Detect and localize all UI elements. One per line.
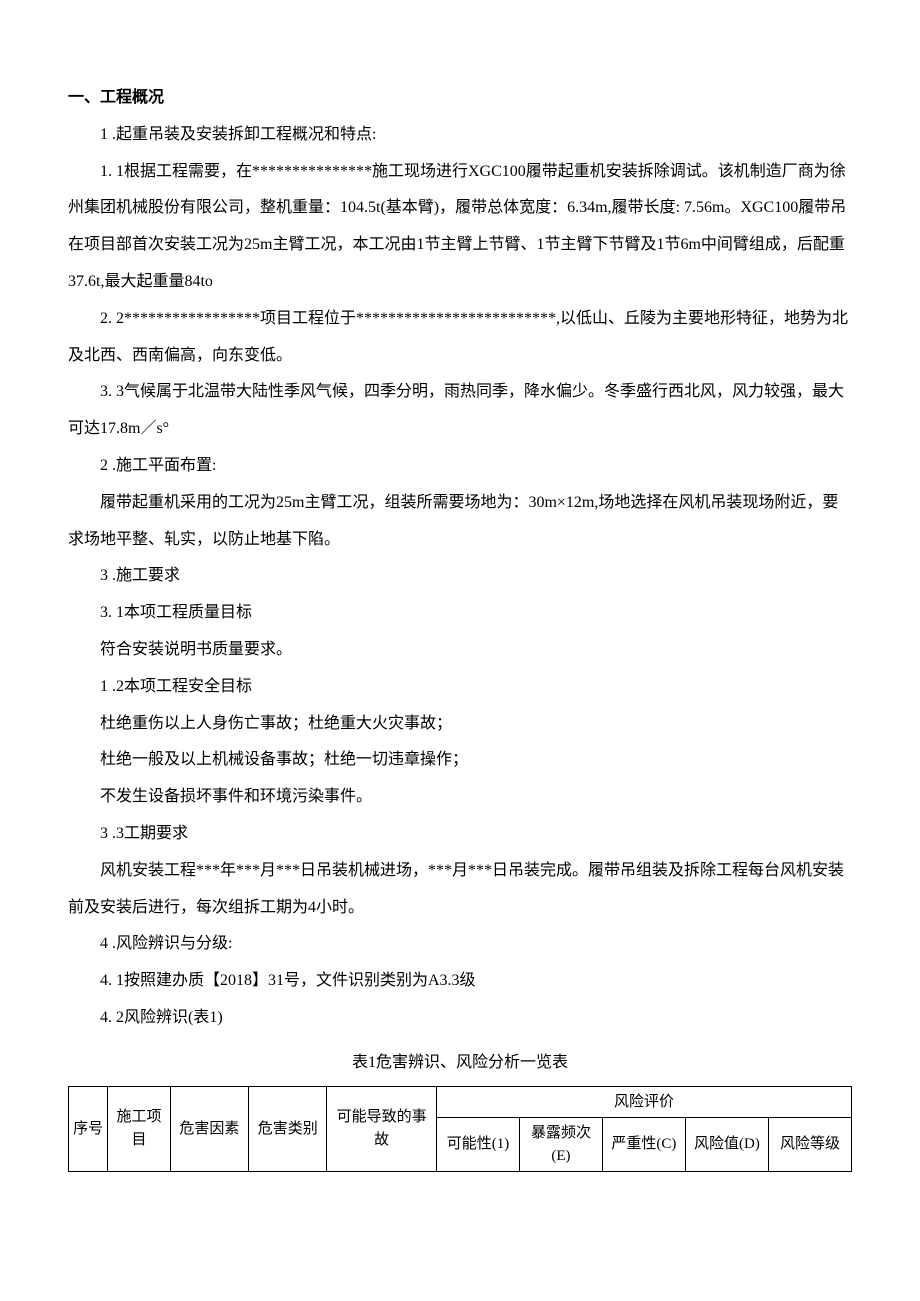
para-1: 1 .起重吊装及安装拆卸工程概况和特点: [68, 117, 852, 154]
para-3: 2. 2*****************项目工程位于*************… [68, 301, 852, 375]
para-6: 履带起重机采用的工况为25m主臂工况，组装所需要场地为：30m×12m,场地选择… [68, 485, 852, 559]
th-level: 风险等级 [768, 1118, 851, 1172]
para-4: 3. 3气候属于北温带大陆性季风气候，四季分明，雨热同季，降水偏少。冬季盛行西北… [68, 374, 852, 448]
table-caption: 表1危害辨识、风险分析一览表 [68, 1045, 852, 1082]
th-accident: 可能导致的事故 [327, 1086, 437, 1172]
th-proj: 施工项目 [108, 1086, 171, 1172]
para-12: 杜绝一般及以上机械设备事故；杜绝一切违章操作； [68, 742, 852, 779]
document-page: 一、工程概况 1 .起重吊装及安装拆卸工程概况和特点: 1. 1根据工程需要，在… [0, 0, 920, 1212]
th-c: 严重性(C) [602, 1118, 685, 1172]
para-16: 4 .风险辨识与分级: [68, 926, 852, 963]
th-risk: 风险评价 [436, 1086, 851, 1118]
para-2: 1. 1根据工程需要，在***************施工现场进行XGC100履… [68, 154, 852, 301]
risk-table: 序号 施工项目 危害因素 危害类别 可能导致的事故 风险评价 可能性(1) 暴露… [68, 1086, 852, 1173]
para-9: 符合安装说明书质量要求。 [68, 632, 852, 669]
para-13: 不发生设备损坏事件和环境污染事件。 [68, 779, 852, 816]
th-seq: 序号 [69, 1086, 108, 1172]
para-15: 风机安装工程***年***月***日吊装机械进场，***月***日吊装完成。履带… [68, 853, 852, 927]
para-8: 3. 1本项工程质量目标 [68, 595, 852, 632]
th-d: 风险值(D) [685, 1118, 768, 1172]
section-heading-1: 一、工程概况 [68, 80, 852, 117]
para-17: 4. 1按照建办质【2018】31号，文件识别类别为A3.3级 [68, 963, 852, 1000]
para-11: 杜绝重伤以上人身伤亡事故；杜绝重大火灾事故； [68, 706, 852, 743]
th-factor: 危害因素 [170, 1086, 248, 1172]
para-10: 1 .2本项工程安全目标 [68, 669, 852, 706]
th-cat: 危害类别 [249, 1086, 327, 1172]
para-18: 4. 2风险辨识(表1) [68, 1000, 852, 1037]
table-header-row-1: 序号 施工项目 危害因素 危害类别 可能导致的事故 风险评价 [69, 1086, 852, 1118]
para-7: 3 .施工要求 [68, 558, 852, 595]
para-14: 3 .3工期要求 [68, 816, 852, 853]
th-l: 可能性(1) [436, 1118, 519, 1172]
th-e: 暴露频次(E) [519, 1118, 602, 1172]
para-5: 2 .施工平面布置: [68, 448, 852, 485]
